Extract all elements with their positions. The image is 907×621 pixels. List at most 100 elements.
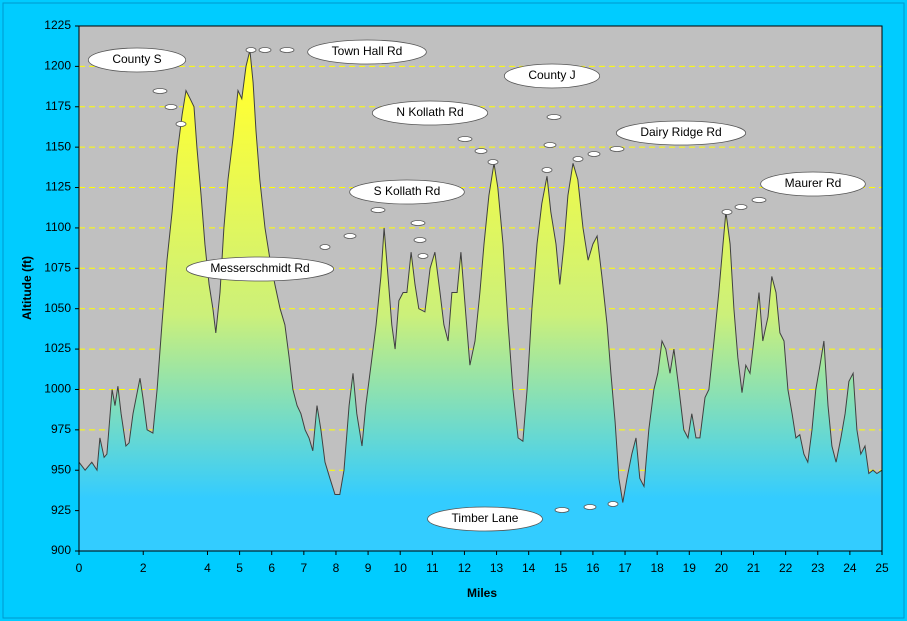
y-tick-label: 925 — [51, 503, 71, 517]
y-tick-label: 900 — [51, 543, 71, 557]
callout-trail — [417, 253, 429, 259]
x-axis-title: Miles — [467, 586, 497, 600]
y-axis-title: Altitude (ft) — [20, 256, 34, 320]
x-tick-label: 12 — [458, 561, 472, 575]
annotation-label: County J — [528, 68, 575, 82]
callout-trail — [609, 146, 625, 152]
callout-trail — [457, 136, 473, 142]
x-tick-label: 6 — [268, 561, 275, 575]
callout-bubble — [427, 506, 543, 532]
callout-trail — [152, 88, 168, 94]
callout-trail — [543, 142, 557, 148]
callout-bubble — [503, 63, 601, 89]
x-tick-label: 19 — [683, 561, 697, 575]
y-tick-label: 1225 — [44, 18, 71, 32]
x-tick-label: 23 — [811, 561, 825, 575]
callout-trail — [175, 121, 187, 127]
x-tick-label: 7 — [300, 561, 307, 575]
callout-trail — [370, 207, 386, 213]
callout-trail — [721, 209, 733, 215]
callout-bubble — [185, 256, 335, 282]
callout-trail — [279, 47, 295, 53]
x-tick-label: 9 — [365, 561, 372, 575]
y-tick-label: 1025 — [44, 341, 71, 355]
callout: Timber Lane — [427, 501, 619, 532]
x-tick-label: 17 — [618, 561, 632, 575]
x-tick-label: 25 — [875, 561, 889, 575]
x-tick-label: 5 — [236, 561, 243, 575]
callout-trail — [546, 114, 562, 120]
area-fill — [79, 50, 882, 551]
annotation-label: Timber Lane — [452, 511, 519, 525]
callout: S Kollath Rd — [319, 179, 465, 250]
callout-bubble — [87, 47, 187, 73]
x-tick-label: 15 — [554, 561, 568, 575]
x-tick-label: 2 — [140, 561, 147, 575]
annotation-label: N Kollath Rd — [396, 105, 463, 119]
annotation-layer: County S Town Hall Rd County J N Kollath Rd… — [87, 39, 866, 532]
annotation-label: Messerschmidt Rd — [210, 261, 309, 275]
callout-bubble — [349, 179, 465, 205]
x-tick-label: 8 — [333, 561, 340, 575]
callout-trail — [541, 167, 553, 173]
y-tick-label: 1175 — [45, 99, 71, 113]
callout-trail — [587, 151, 601, 157]
callout-trail — [487, 159, 499, 165]
plot-border — [78, 25, 883, 552]
callout-trail — [554, 507, 570, 513]
annotation-label: S Kollath Rd — [374, 184, 441, 198]
callout-trail — [572, 156, 584, 162]
x-tick-label: 11 — [426, 561, 439, 575]
y-tick-label: 1150 — [45, 139, 71, 153]
y-tick-label: 1125 — [45, 180, 71, 194]
x-tick-label: 24 — [843, 561, 857, 575]
y-tick-label: 1050 — [44, 301, 71, 315]
callout-trail — [751, 197, 767, 203]
callout-trail — [164, 104, 178, 110]
callout: Dairy Ridge Rd — [572, 120, 747, 162]
callout-trail — [410, 220, 426, 226]
area-layer — [78, 50, 883, 551]
x-tick-label: 21 — [747, 561, 761, 575]
callout: Town Hall Rd — [245, 39, 427, 65]
y-tick-label: 1200 — [44, 59, 71, 73]
callout-bubble — [371, 100, 489, 126]
x-tick-label: 16 — [586, 561, 600, 575]
callout: Maurer Rd — [721, 171, 866, 215]
x-tick-label: 20 — [715, 561, 729, 575]
callout-trail — [319, 244, 331, 250]
annotation-label: County S — [112, 52, 161, 66]
x-tick-label: 18 — [650, 561, 664, 575]
callout-trail — [474, 148, 488, 154]
area-line — [78, 50, 883, 503]
callout-bubble — [760, 171, 866, 197]
x-tick-label: 10 — [394, 561, 408, 575]
y-tick-label: 950 — [51, 462, 71, 476]
x-tick-label: 14 — [522, 561, 536, 575]
callout: County J — [503, 63, 601, 173]
callout-trail — [258, 47, 272, 53]
y-tick-label: 975 — [51, 422, 71, 436]
callout-trail — [245, 47, 257, 53]
x-tick-label: 13 — [490, 561, 504, 575]
x-tick-label: 22 — [779, 561, 793, 575]
callout-trail — [607, 501, 619, 507]
annotation-label: Town Hall Rd — [332, 44, 403, 58]
callout-trail — [734, 204, 748, 210]
callout-bubble — [615, 120, 747, 146]
callout-trail — [343, 233, 357, 239]
y-tick-label: 1000 — [44, 382, 71, 396]
callout: N Kollath Rd — [371, 100, 499, 165]
y-tick-label: 1075 — [44, 260, 71, 274]
callout-trail — [413, 237, 427, 243]
y-tick-label: 1100 — [45, 220, 71, 234]
annotation-label: Dairy Ridge Rd — [640, 125, 721, 139]
x-tick-label: 0 — [76, 561, 83, 575]
callout: County S — [87, 47, 187, 127]
x-tick-label: 4 — [204, 561, 211, 575]
callout-bubble — [307, 39, 427, 65]
callout: Messerschmidt Rd — [185, 220, 429, 282]
callout-trail — [583, 504, 597, 510]
